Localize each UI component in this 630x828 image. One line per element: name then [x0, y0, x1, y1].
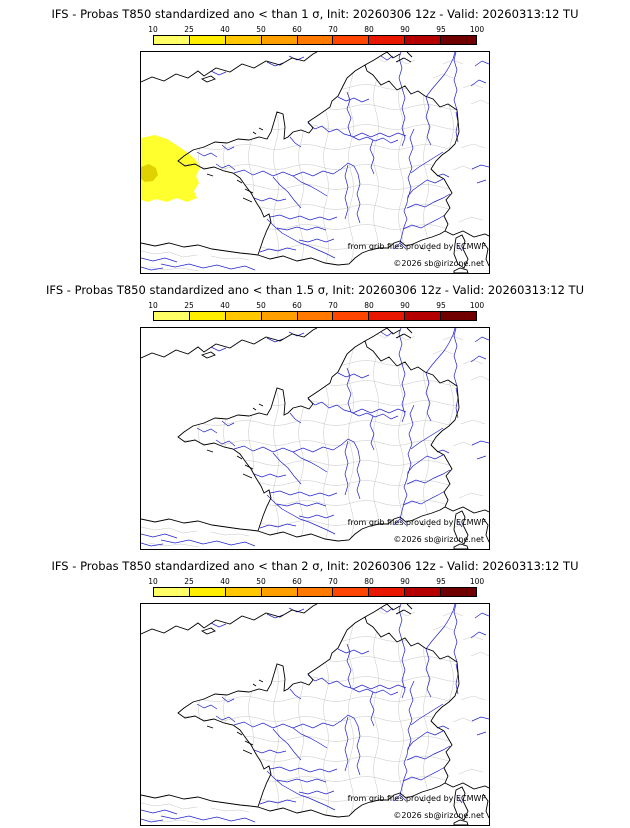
colorbar-tick-label: 10: [148, 301, 158, 310]
map-svg: [141, 328, 489, 549]
colorbar-labels: 10 25 40 50 60 70 80 90 95 100: [148, 301, 484, 311]
colorbar-tick-label: 60: [292, 577, 302, 586]
map-svg: [141, 52, 489, 273]
outer-boundary-layer: [141, 333, 489, 548]
colorbar-segment: [260, 588, 297, 596]
colorbar-segment: [368, 588, 405, 596]
colorbar-tick-label: 100: [469, 577, 485, 586]
colorbar-labels: 10 25 40 50 60 70 80 90 95 100: [148, 577, 484, 587]
river-layer: [141, 604, 489, 823]
colorbar-tick-label: 40: [220, 577, 230, 586]
colorbar-tick-label: 70: [328, 577, 338, 586]
colorbar-bar: [153, 35, 477, 45]
panel-title: IFS - Probas T850 standardized ano < tha…: [51, 7, 579, 21]
forecast-panel-1sigma: IFS - Probas T850 standardized ano < tha…: [0, 0, 630, 276]
colorbar-segment: [154, 36, 189, 44]
colorbar-tick-label: 80: [364, 301, 374, 310]
colorbar-segment: [188, 588, 225, 596]
colorbar-segment: [188, 36, 225, 44]
colorbar-segment: [224, 588, 261, 596]
map-canvas: from grib files provided by ECMWF ©2026 …: [140, 603, 490, 826]
colorbar: 10 25 40 50 60 70 80 90 95 100: [148, 577, 484, 597]
colorbar-segment: [332, 588, 369, 596]
colorbar-tick-label: 90: [400, 25, 410, 34]
credit-provider: from grib files provided by ECMWF: [347, 242, 486, 251]
colorbar-tick-label: 50: [256, 25, 266, 34]
panel-title: IFS - Probas T850 standardized ano < tha…: [51, 559, 579, 573]
colorbar-tick-label: 95: [436, 25, 446, 34]
colorbar: 10 25 40 50 60 70 80 90 95 100: [148, 25, 484, 45]
colorbar: 10 25 40 50 60 70 80 90 95 100: [148, 301, 484, 321]
colorbar-tick-label: 80: [364, 25, 374, 34]
colorbar-segment: [368, 312, 405, 320]
colorbar-tick-label: 70: [328, 301, 338, 310]
colorbar-segment: [404, 36, 441, 44]
colorbar-segment: [224, 36, 261, 44]
river-layer: [141, 328, 489, 547]
colorbar-segment: [332, 312, 369, 320]
map-canvas: from grib files provided by ECMWF ©2026 …: [140, 51, 490, 274]
credit-provider: from grib files provided by ECMWF: [347, 794, 486, 803]
coastline-layer: [141, 604, 489, 825]
colorbar-tick-label: 100: [469, 25, 485, 34]
colorbar-labels: 10 25 40 50 60 70 80 90 95 100: [148, 25, 484, 35]
colorbar-tick-label: 90: [400, 301, 410, 310]
outer-boundary-layer: [141, 609, 489, 824]
credit-provider: from grib files provided by ECMWF: [347, 518, 486, 527]
colorbar-tick-label: 95: [436, 301, 446, 310]
forecast-panel-2sigma: IFS - Probas T850 standardized ano < tha…: [0, 552, 630, 828]
colorbar-segment: [296, 36, 333, 44]
colorbar-segment: [260, 312, 297, 320]
colorbar-tick-label: 70: [328, 25, 338, 34]
panel-title: IFS - Probas T850 standardized ano < tha…: [46, 283, 584, 297]
colorbar-segment: [224, 312, 261, 320]
colorbar-tick-label: 25: [184, 301, 194, 310]
colorbar-segment: [260, 36, 297, 44]
colorbar-segment: [154, 312, 189, 320]
colorbar-segment: [404, 312, 441, 320]
colorbar-bar: [153, 311, 477, 321]
colorbar-tick-label: 90: [400, 577, 410, 586]
colorbar-bar: [153, 587, 477, 597]
colorbar-segment: [154, 588, 189, 596]
colorbar-segment: [296, 588, 333, 596]
shading-layer: [141, 135, 200, 202]
colorbar-segment: [296, 312, 333, 320]
map-canvas: from grib files provided by ECMWF ©2026 …: [140, 327, 490, 550]
colorbar-segment: [440, 312, 477, 320]
colorbar-tick-label: 100: [469, 301, 485, 310]
colorbar-tick-label: 60: [292, 25, 302, 34]
colorbar-tick-label: 40: [220, 25, 230, 34]
colorbar-tick-label: 10: [148, 577, 158, 586]
colorbar-tick-label: 25: [184, 577, 194, 586]
colorbar-segment: [332, 36, 369, 44]
colorbar-tick-label: 10: [148, 25, 158, 34]
colorbar-segment: [440, 588, 477, 596]
colorbar-tick-label: 25: [184, 25, 194, 34]
credit-copyright: ©2026 sb@irizone.net: [393, 811, 484, 820]
colorbar-segment: [440, 36, 477, 44]
colorbar-tick-label: 95: [436, 577, 446, 586]
colorbar-tick-label: 80: [364, 577, 374, 586]
colorbar-tick-label: 50: [256, 577, 266, 586]
colorbar-segment: [404, 588, 441, 596]
forecast-panel-1p5sigma: IFS - Probas T850 standardized ano < tha…: [0, 276, 630, 552]
colorbar-tick-label: 60: [292, 301, 302, 310]
colorbar-tick-label: 50: [256, 301, 266, 310]
colorbar-segment: [188, 312, 225, 320]
credit-copyright: ©2026 sb@irizone.net: [393, 535, 484, 544]
coastline-layer: [141, 52, 489, 273]
map-svg: [141, 604, 489, 825]
coastline-layer: [141, 328, 489, 549]
credit-copyright: ©2026 sb@irizone.net: [393, 259, 484, 268]
outer-boundary-layer: [141, 57, 489, 272]
colorbar-segment: [368, 36, 405, 44]
colorbar-tick-label: 40: [220, 301, 230, 310]
